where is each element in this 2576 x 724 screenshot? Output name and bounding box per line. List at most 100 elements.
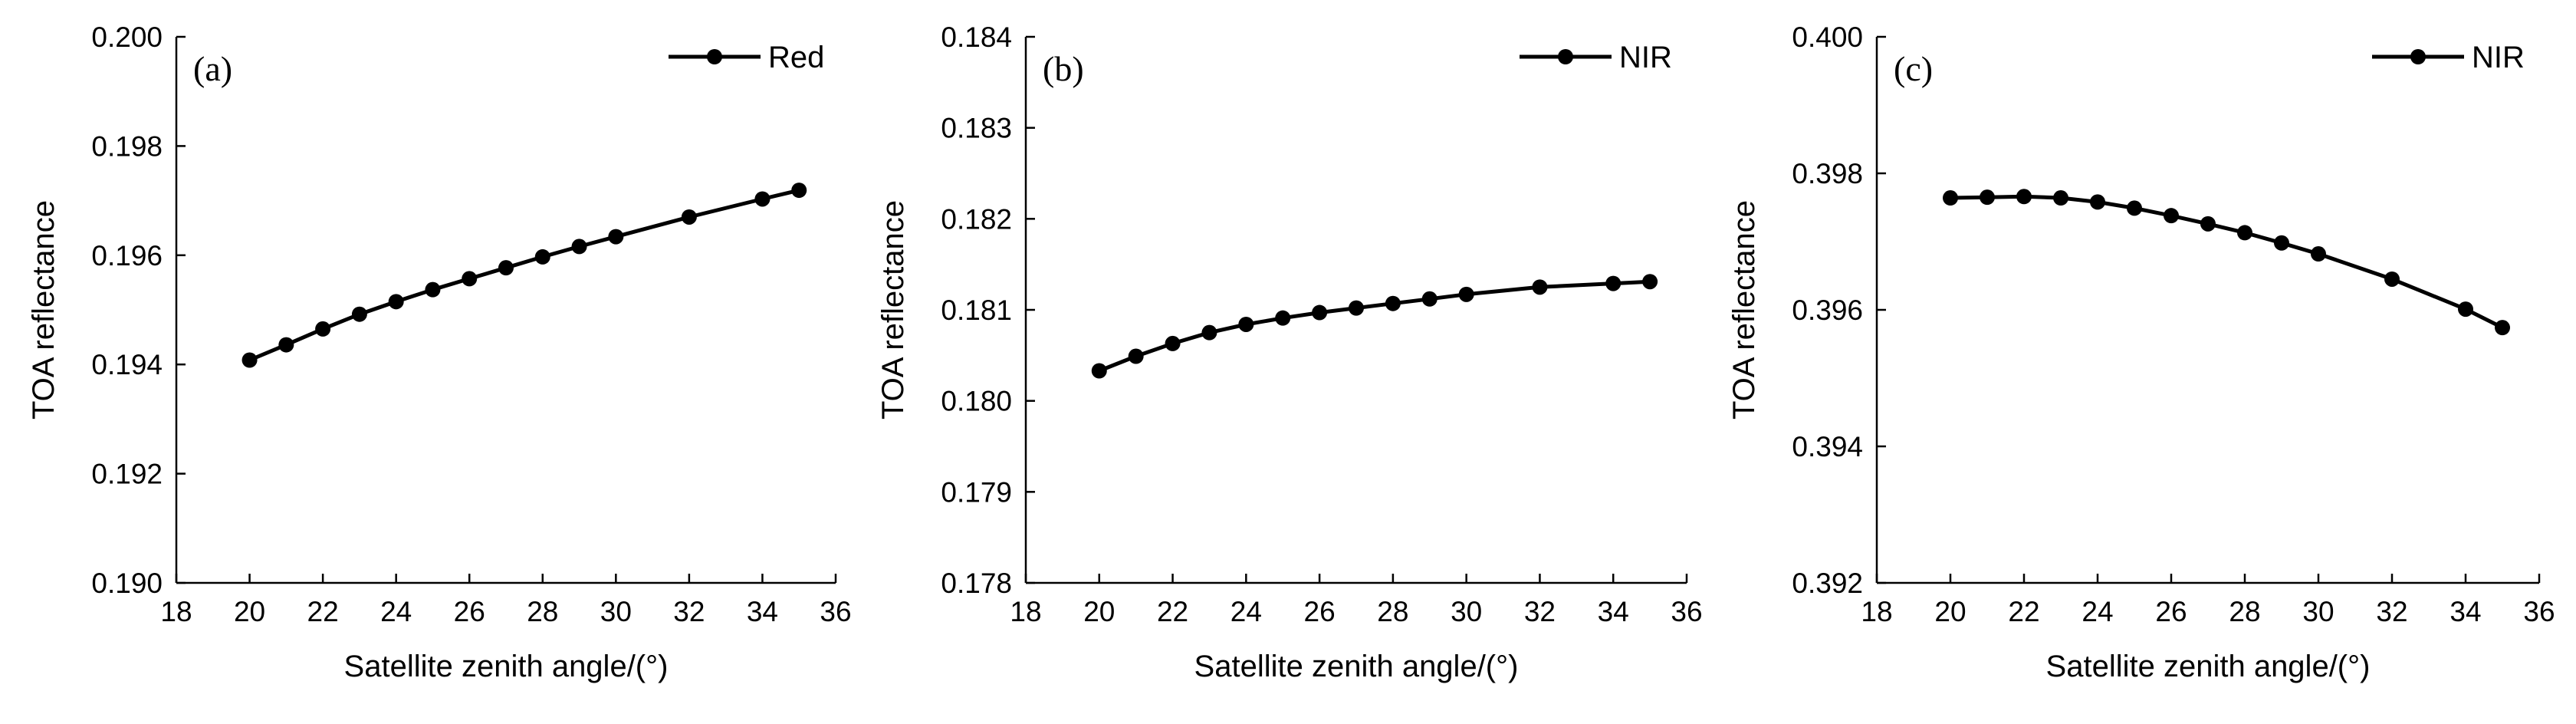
x-tick-label: 24 bbox=[380, 596, 412, 627]
data-point bbox=[351, 306, 367, 322]
data-point bbox=[1128, 348, 1144, 364]
data-point bbox=[2090, 194, 2105, 210]
x-axis-label: Satellite zenith angle/(°) bbox=[1194, 650, 1519, 683]
data-point bbox=[315, 321, 331, 337]
data-point bbox=[1980, 189, 1995, 206]
x-tick-label: 22 bbox=[307, 596, 339, 627]
data-point bbox=[2016, 189, 2032, 205]
data-point bbox=[1349, 300, 1364, 316]
y-tick-label: 0.398 bbox=[1792, 158, 1863, 189]
x-tick-label: 26 bbox=[1304, 596, 1336, 627]
series-line-red bbox=[248, 188, 800, 362]
data-point bbox=[1238, 316, 1254, 332]
x-tick-label: 24 bbox=[2082, 596, 2113, 627]
y-tick-label: 0.183 bbox=[941, 113, 1012, 144]
data-point bbox=[2384, 271, 2400, 287]
data-point bbox=[2053, 190, 2068, 206]
x-tick-label: 24 bbox=[1230, 596, 1262, 627]
legend-label: NIR bbox=[1619, 41, 1672, 74]
x-tick-label: 28 bbox=[2229, 596, 2260, 627]
y-axis-label: TOA reflectance bbox=[1727, 200, 1761, 420]
y-tick-label: 0.178 bbox=[941, 568, 1012, 599]
data-point bbox=[2200, 216, 2216, 232]
panel-label: (a) bbox=[193, 49, 232, 88]
data-point bbox=[1201, 324, 1217, 341]
x-tick-label: 20 bbox=[234, 596, 265, 627]
data-point bbox=[608, 229, 624, 245]
data-point bbox=[1091, 363, 1107, 379]
y-tick-label: 0.196 bbox=[91, 240, 163, 272]
y-tick-label: 0.190 bbox=[91, 568, 163, 599]
x-tick-label: 28 bbox=[527, 596, 558, 627]
x-tick-label: 30 bbox=[2302, 596, 2334, 627]
legend-label: Red bbox=[768, 41, 824, 74]
data-point bbox=[278, 337, 294, 353]
x-tick-label: 34 bbox=[747, 596, 778, 627]
data-point bbox=[2237, 225, 2252, 241]
series-line-nir bbox=[1950, 194, 2504, 330]
legend-label: NIR bbox=[2472, 41, 2525, 74]
data-point bbox=[1532, 279, 1548, 295]
x-tick-label: 34 bbox=[2450, 596, 2481, 627]
x-tick-label: 22 bbox=[1157, 596, 1188, 627]
x-tick-label: 36 bbox=[820, 596, 851, 627]
y-tick-label: 0.400 bbox=[1792, 21, 1863, 53]
y-axis-label: TOA reflectance bbox=[876, 200, 910, 420]
data-point bbox=[2458, 301, 2473, 318]
data-point bbox=[534, 248, 550, 265]
y-tick-label: 0.396 bbox=[1792, 295, 1863, 326]
legend-marker bbox=[2410, 49, 2426, 64]
y-tick-label: 0.181 bbox=[941, 295, 1012, 326]
y-tick-label: 0.179 bbox=[941, 476, 1012, 508]
data-point bbox=[791, 183, 807, 199]
data-point bbox=[2495, 320, 2510, 336]
series-line-nir bbox=[1098, 279, 1651, 373]
data-point bbox=[498, 260, 514, 276]
x-tick-label: 32 bbox=[2376, 596, 2407, 627]
data-point bbox=[571, 239, 587, 255]
x-tick-label: 20 bbox=[1083, 596, 1115, 627]
data-point bbox=[425, 281, 441, 298]
chart-panel-c: 0.392 0.394 0.396 0.398 0.400 18 20 22 24 26 28 30 3… bbox=[1727, 21, 2555, 683]
data-point bbox=[1605, 275, 1622, 291]
data-point bbox=[388, 294, 404, 310]
data-point bbox=[1421, 291, 1438, 307]
chart-panel-b: 0.178 0.179 0.180 0.181 0.182 0.183 0.184 18 20 2… bbox=[876, 21, 1703, 683]
data-point bbox=[1642, 274, 1658, 290]
data-point bbox=[681, 209, 697, 225]
y-tick-label: 0.194 bbox=[91, 349, 163, 380]
y-tick-label: 0.182 bbox=[941, 203, 1012, 235]
x-tick-label: 18 bbox=[160, 596, 192, 627]
x-axis-label: Satellite zenith angle/(°) bbox=[2046, 650, 2371, 683]
x-tick-label: 30 bbox=[600, 596, 632, 627]
data-point bbox=[1458, 286, 1474, 302]
x-tick-label: 36 bbox=[2523, 596, 2555, 627]
y-tick-label: 0.200 bbox=[91, 21, 163, 53]
data-point bbox=[754, 191, 770, 207]
data-point bbox=[2164, 208, 2179, 224]
y-tick-label: 0.392 bbox=[1792, 568, 1863, 599]
panel-label: (b) bbox=[1043, 49, 1084, 88]
legend-marker bbox=[1558, 49, 1573, 64]
x-tick-label: 26 bbox=[454, 596, 485, 627]
y-tick-label: 0.184 bbox=[941, 21, 1012, 53]
x-tick-label: 26 bbox=[2155, 596, 2187, 627]
panel-label: (c) bbox=[1894, 49, 1933, 88]
y-tick-label: 0.180 bbox=[941, 386, 1012, 417]
data-point bbox=[2274, 235, 2289, 251]
x-tick-label: 32 bbox=[673, 596, 705, 627]
x-tick-label: 22 bbox=[2008, 596, 2039, 627]
x-tick-label: 30 bbox=[1451, 596, 1482, 627]
y-tick-label: 0.394 bbox=[1792, 431, 1863, 462]
y-tick-label: 0.198 bbox=[91, 130, 163, 162]
data-point bbox=[1312, 304, 1328, 321]
legend-marker bbox=[707, 49, 722, 64]
data-point bbox=[1275, 310, 1291, 326]
y-tick-label: 0.192 bbox=[91, 459, 163, 490]
data-point bbox=[462, 271, 478, 287]
x-tick-label: 36 bbox=[1671, 596, 1702, 627]
x-tick-label: 34 bbox=[1598, 596, 1629, 627]
data-point bbox=[242, 352, 258, 368]
